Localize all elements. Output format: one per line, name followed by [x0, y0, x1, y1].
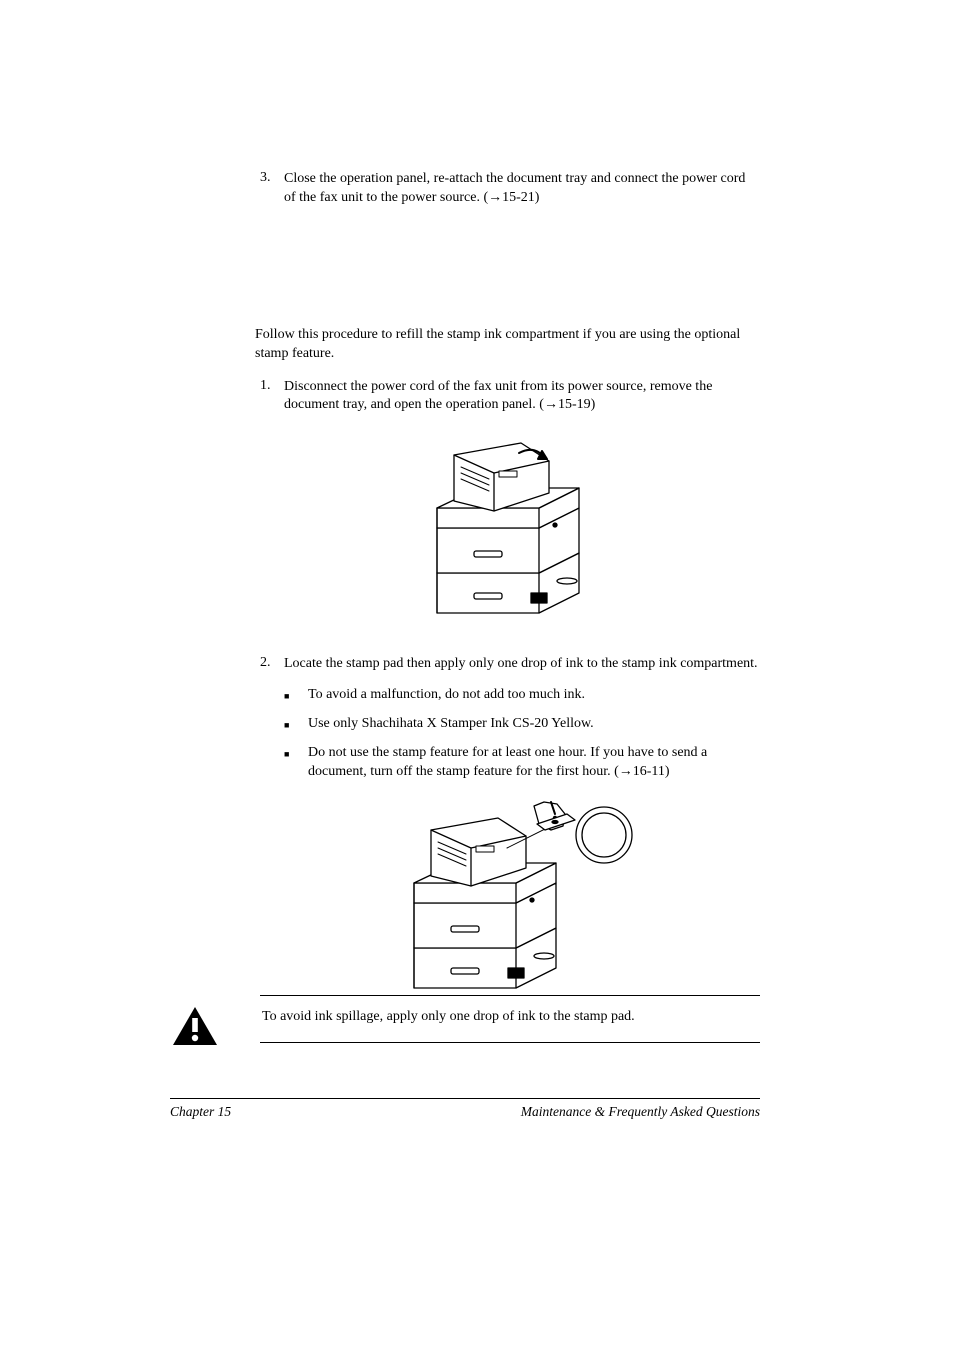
footer-chapter: Chapter 15: [170, 1104, 231, 1120]
bullet-list: ■ To avoid a malfunction, do not add too…: [284, 686, 758, 782]
bullet-marker-icon: ■: [284, 715, 308, 734]
printer-open-icon: [399, 433, 619, 628]
bullet-item: ■ Use only Shachihata X Stamper Ink CS-2…: [284, 715, 758, 734]
figure-printer-ink: [260, 800, 758, 1010]
step-text: Close the operation panel, re-attach the…: [284, 170, 758, 208]
bullet-text: Do not use the stamp feature for at leas…: [308, 744, 758, 782]
step-number: 1.: [260, 378, 284, 416]
intro-paragraph: Follow this procedure to refill the stam…: [255, 326, 758, 364]
step-text: Disconnect the power cord of the fax uni…: [284, 378, 758, 416]
step-item: 1. Disconnect the power cord of the fax …: [260, 378, 758, 416]
bullet-text: To avoid a malfunction, do not add too m…: [308, 686, 758, 705]
page-footer: Chapter 15 Maintenance & Frequently Aske…: [170, 1098, 760, 1120]
step-item: 3. Close the operation panel, re-attach …: [260, 170, 758, 208]
bullet-item: ■ Do not use the stamp feature for at le…: [284, 744, 758, 782]
bullet-marker-icon: ■: [284, 686, 308, 705]
caution-text: To avoid ink spillage, apply only one dr…: [260, 995, 760, 1043]
figure-printer-open: [260, 433, 758, 633]
step-text: Locate the stamp pad then apply only one…: [284, 655, 758, 674]
bullet-marker-icon: ■: [284, 744, 308, 782]
caution-icon: [170, 1005, 220, 1054]
step-item: 2. Locate the stamp pad then apply only …: [260, 655, 758, 674]
step-number: 2.: [260, 655, 284, 674]
printer-ink-icon: [379, 800, 639, 1005]
bullet-text: Use only Shachihata X Stamper Ink CS-20 …: [308, 715, 758, 734]
bullet-item: ■ To avoid a malfunction, do not add too…: [284, 686, 758, 705]
step-number: 3.: [260, 170, 284, 208]
footer-title: Maintenance & Frequently Asked Questions: [521, 1104, 760, 1120]
caution-block: To avoid ink spillage, apply only one dr…: [170, 995, 760, 1043]
